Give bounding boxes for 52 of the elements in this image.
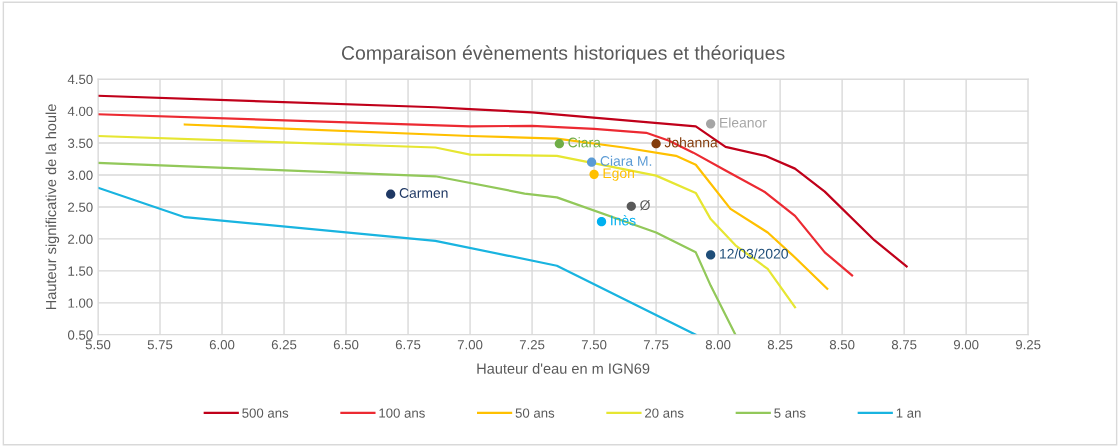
point (651, 139, 661, 149)
series-label: Ciara M. (600, 155, 652, 166)
point (596, 217, 607, 227)
line-series (98, 94, 908, 268)
x-tick-label: 7.00 (457, 340, 483, 350)
point (706, 250, 716, 260)
x-tick-label: 6.00 (209, 340, 235, 350)
legend-label: 50 ans (515, 408, 555, 418)
point (554, 139, 565, 149)
y-tick-label: 3.00 (67, 170, 93, 180)
legend-label: 1 an (896, 408, 921, 418)
x-tick-label: 7.50 (581, 340, 607, 350)
series-label: Eleanor (720, 117, 767, 128)
y-tick-label: 4.50 (67, 74, 93, 85)
point (626, 201, 636, 211)
x-tick-label: 8.50 (829, 340, 855, 350)
y-tick-label: 1.00 (68, 298, 93, 308)
x-tick-label: 8.25 (767, 340, 793, 350)
y-tick-label: 4.00 (67, 106, 93, 116)
y-tick-label: 1.50 (68, 266, 93, 276)
legend-label: 5 ans (774, 408, 806, 418)
x-tick-label: 9.00 (953, 340, 979, 350)
y-tick-label: 2.00 (68, 234, 93, 244)
x-tick-label: 5.75 (147, 340, 173, 350)
point (706, 119, 716, 129)
x-tick-label: 6.50 (333, 340, 359, 350)
legend-label: 500 ans (242, 408, 289, 418)
series-label: Egon (603, 168, 634, 181)
y-tick-label: 2.50 (68, 202, 93, 212)
y-tick-label: 0.50 (67, 330, 93, 340)
x-tick-label: 9.25 (1015, 340, 1041, 350)
series-label: Ø (640, 199, 650, 211)
point (589, 169, 599, 180)
line-series (98, 134, 797, 309)
y-axis-title: Hauteur significative de la houle (45, 104, 60, 310)
x-tick-label: 5.50 (85, 340, 111, 350)
y-tick-label: 3.50 (67, 138, 93, 148)
x-tick-label: 8.00 (705, 340, 731, 350)
x-tick-label: 8.75 (891, 340, 917, 350)
legend-label: 100 ans (379, 408, 425, 418)
x-tick-label: 7.75 (643, 340, 669, 350)
series-label: Carmen (399, 188, 448, 198)
line-series (98, 186, 697, 335)
x-tick-label: 6.25 (271, 340, 297, 350)
point (386, 189, 396, 199)
x-tick-label: 6.75 (395, 340, 421, 350)
x-tick-label: 7.25 (519, 340, 545, 350)
chart-title: Comparaison évènements historiques et théoriques (341, 45, 785, 64)
line-series (98, 113, 854, 277)
point (586, 157, 597, 167)
x-axis-title: Hauteur d'eau en m IGN69 (477, 363, 650, 374)
legend-label: 20 ans (645, 408, 684, 418)
